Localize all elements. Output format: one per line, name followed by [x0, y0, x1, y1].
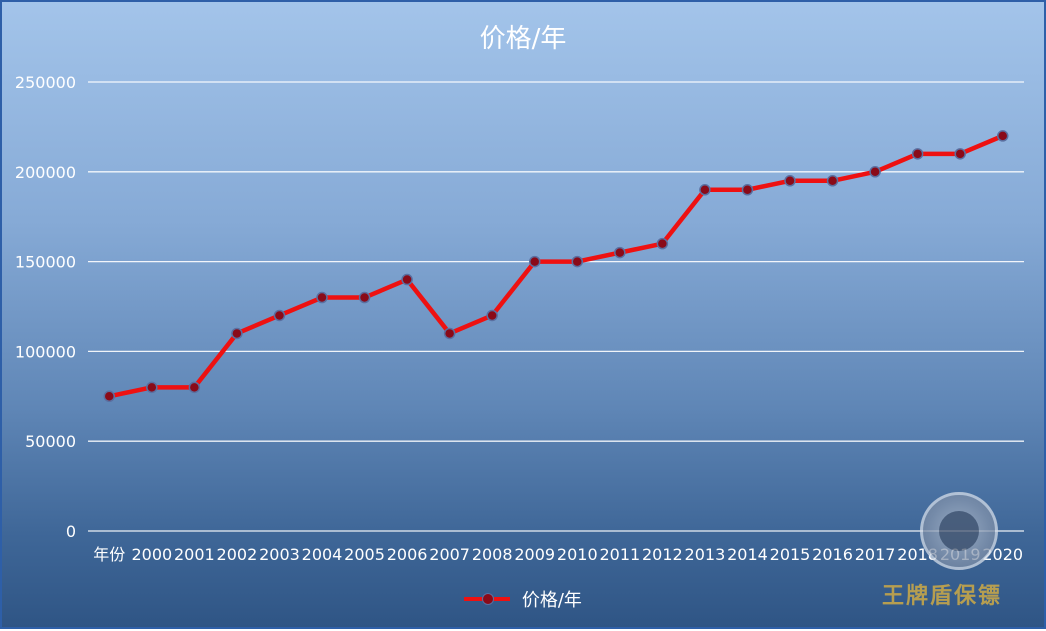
- data-point: [571, 255, 584, 268]
- watermark-text: 王牌盾保镖: [882, 583, 1003, 609]
- x-tick-label: 2002: [217, 545, 258, 564]
- y-tick-label: 200000: [15, 163, 76, 182]
- data-point: [784, 175, 796, 187]
- watermark: 王牌盾保镖: [882, 492, 1022, 612]
- data-point: [103, 390, 116, 403]
- data-point: [316, 291, 328, 304]
- x-tick-label: 2013: [685, 545, 726, 564]
- x-tick-label: 年份: [93, 545, 125, 564]
- data-point: [528, 255, 541, 268]
- x-tick-label: 2006: [387, 545, 428, 564]
- data-point: [146, 381, 158, 394]
- series-line: [108, 133, 1004, 399]
- x-tick-label: 2000: [131, 545, 172, 564]
- chart-title: 价格/年: [479, 24, 567, 54]
- data-point: [443, 327, 456, 340]
- data-point: [188, 381, 201, 394]
- data-point: [826, 175, 839, 187]
- x-tick-label: 2004: [302, 545, 343, 564]
- y-tick-label: 100000: [15, 342, 76, 361]
- x-tick-label: 2007: [429, 545, 470, 564]
- data-point: [741, 184, 754, 196]
- x-tick-label: 2014: [727, 545, 768, 564]
- x-tick-label: 2009: [514, 545, 555, 564]
- tiger-seal-icon: [920, 492, 998, 570]
- data-point: [614, 246, 626, 259]
- data-point: [954, 148, 966, 160]
- x-tick-label: 2010: [557, 545, 598, 564]
- data-point: [996, 130, 1009, 142]
- x-tick-label: 2012: [642, 545, 683, 564]
- data-point: [869, 166, 881, 178]
- data-point: [911, 148, 924, 160]
- y-tick-label: 0: [66, 522, 76, 541]
- x-tick-label: 2015: [770, 545, 811, 564]
- data-point: [401, 273, 413, 286]
- x-tick-label: 2017: [855, 545, 896, 564]
- data-point: [656, 237, 669, 250]
- x-tick-label: 2016: [812, 545, 853, 564]
- data-point: [486, 309, 498, 322]
- legend: 价格/年: [2, 586, 1044, 612]
- data-point: [699, 184, 711, 196]
- legend-label: 价格/年: [521, 590, 582, 611]
- x-tick-label: 2005: [344, 545, 385, 564]
- x-tick-label: 2008: [472, 545, 513, 564]
- data-point: [273, 309, 286, 322]
- legend-swatch: [464, 589, 511, 609]
- y-tick-label: 50000: [25, 432, 76, 451]
- data-point: [358, 291, 371, 304]
- data-point: [231, 327, 243, 340]
- x-tick-label: 2001: [174, 545, 215, 564]
- x-tick-label: 2003: [259, 545, 300, 564]
- y-tick-label: 250000: [15, 73, 76, 92]
- x-tick-label: 2011: [599, 545, 640, 564]
- y-tick-label: 150000: [15, 253, 76, 272]
